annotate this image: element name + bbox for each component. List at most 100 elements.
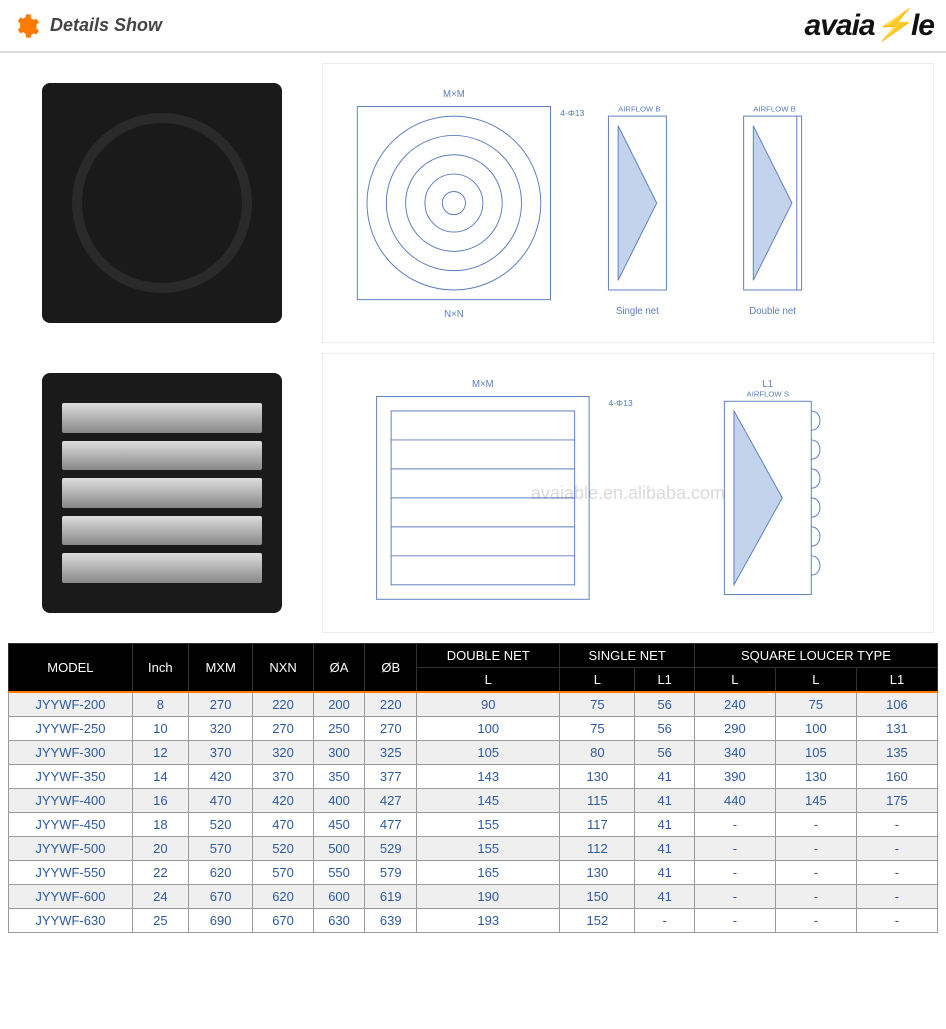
table-cell: 670 [188,885,253,909]
table-cell: 270 [365,717,417,741]
table-cell: - [694,861,775,885]
table-cell: 10 [132,717,188,741]
product-photo-grille [12,63,312,343]
table-cell: JYYWF-200 [9,692,133,717]
table-cell: 477 [365,813,417,837]
table-cell: 470 [253,813,313,837]
table-cell: 470 [188,789,253,813]
table-row: JYYWF-4001647042040042714511541440145175 [9,789,938,813]
table-cell: JYYWF-450 [9,813,133,837]
table-cell: - [856,813,937,837]
table-cell: 420 [188,765,253,789]
table-cell: - [775,885,856,909]
svg-text:Single net: Single net [616,306,659,317]
diagram-louver: M×M 4-Φ13 AIRFLOW S L1 avaiable.en.aliba… [322,353,934,633]
table-row: JYYWF-6002467062060061919015041--- [9,885,938,909]
table-cell: 250 [313,717,365,741]
table-row: JYYWF-250103202702502701007556290100131 [9,717,938,741]
table-cell: 16 [132,789,188,813]
table-row: JYYWF-5002057052050052915511241--- [9,837,938,861]
table-cell: 350 [313,765,365,789]
th-inch: Inch [132,644,188,693]
table-cell: 175 [856,789,937,813]
table-cell: JYYWF-250 [9,717,133,741]
th-oa: ØA [313,644,365,693]
brand-post: le [911,9,934,42]
table-cell: 193 [417,909,560,933]
table-cell: JYYWF-350 [9,765,133,789]
table-cell: 145 [775,789,856,813]
table-cell: 8 [132,692,188,717]
table-cell: 550 [313,861,365,885]
table-cell: - [775,837,856,861]
table-cell: 105 [417,741,560,765]
table-cell: 155 [417,837,560,861]
table-cell: 90 [417,692,560,717]
th-sng-L1: L1 [635,668,694,693]
fan-louver-placeholder [42,373,282,613]
table-cell: 370 [188,741,253,765]
table-cell: 420 [253,789,313,813]
diagram-louver-placeholder: M×M 4-Φ13 AIRFLOW S L1 avaiable.en.aliba… [338,361,918,625]
table-cell: 520 [253,837,313,861]
table-row: JYYWF-200827022020022090755624075106 [9,692,938,717]
table-cell: 41 [635,813,694,837]
table-cell: 143 [417,765,560,789]
th-sq-L1: L1 [856,668,937,693]
spec-tbody: JYYWF-200827022020022090755624075106JYYW… [9,692,938,933]
table-cell: 320 [253,741,313,765]
table-cell: 25 [132,909,188,933]
table-cell: 570 [253,861,313,885]
table-cell: 150 [560,885,635,909]
table-cell: - [694,813,775,837]
svg-text:M×M: M×M [443,89,465,100]
table-cell: 270 [188,692,253,717]
table-cell: 160 [856,765,937,789]
table-cell: 220 [365,692,417,717]
table-cell: 340 [694,741,775,765]
table-cell: 56 [635,692,694,717]
table-cell: 105 [775,741,856,765]
table-header-row1: MODEL Inch MXM NXN ØA ØB DOUBLE NET SING… [9,644,938,668]
table-cell: 56 [635,717,694,741]
table-cell: 390 [694,765,775,789]
table-cell: 41 [635,861,694,885]
th-sng-L: L [560,668,635,693]
table-cell: JYYWF-300 [9,741,133,765]
table-cell: 135 [856,741,937,765]
svg-text:N×N: N×N [444,309,464,320]
table-cell: 570 [188,837,253,861]
table-cell: 270 [253,717,313,741]
table-cell: 427 [365,789,417,813]
th-double-net: DOUBLE NET [417,644,560,668]
table-cell: 220 [253,692,313,717]
table-cell: 450 [313,813,365,837]
table-cell: 24 [132,885,188,909]
table-cell: 145 [417,789,560,813]
table-cell: 370 [253,765,313,789]
table-cell: 131 [856,717,937,741]
table-cell: 130 [775,765,856,789]
spec-table: MODEL Inch MXM NXN ØA ØB DOUBLE NET SING… [8,643,938,933]
table-cell: JYYWF-550 [9,861,133,885]
table-cell: JYYWF-600 [9,885,133,909]
table-cell: 620 [188,861,253,885]
table-cell: - [694,909,775,933]
table-cell: 630 [313,909,365,933]
table-cell: 14 [132,765,188,789]
svg-text:Double net: Double net [750,306,797,317]
table-cell: 240 [694,692,775,717]
th-square-louver: SQUARE LOUCER TYPE [694,644,937,668]
th-single-net: SINGLE NET [560,644,695,668]
table-cell: 200 [313,692,365,717]
table-cell: 75 [775,692,856,717]
table-cell: 115 [560,789,635,813]
table-cell: 290 [694,717,775,741]
table-row: JYYWF-5502262057055057916513041--- [9,861,938,885]
table-cell: 12 [132,741,188,765]
table-cell: 152 [560,909,635,933]
header-bar: Details Show avaia⚡le [0,0,946,53]
table-cell: 41 [635,789,694,813]
table-row: JYYWF-63025690670630639193152---- [9,909,938,933]
table-cell: 20 [132,837,188,861]
